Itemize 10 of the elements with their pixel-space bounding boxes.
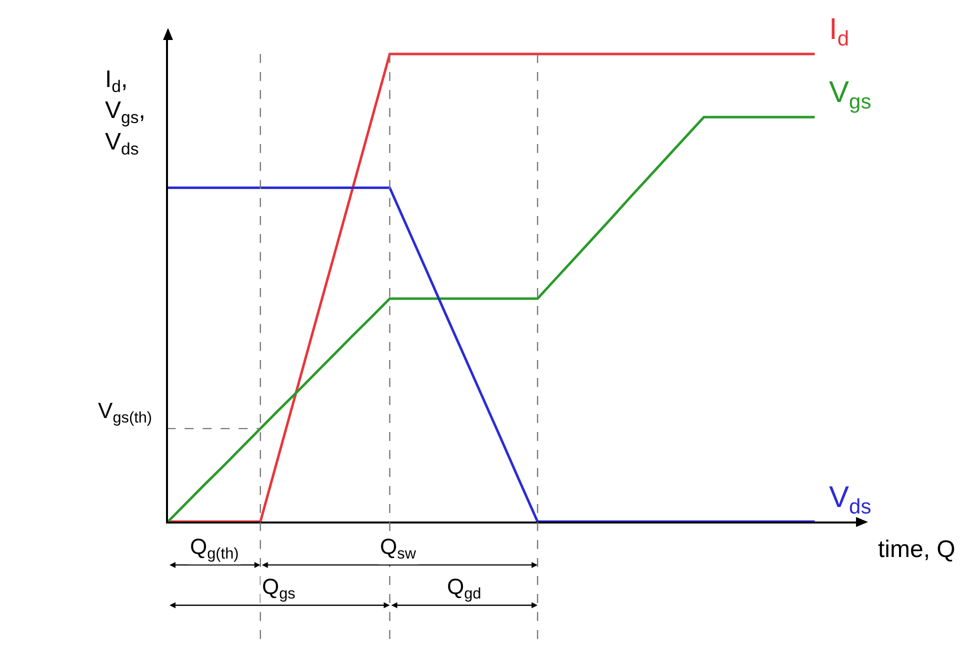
series-label: I$_{d}$: [829, 13, 850, 50]
series-label: V$_{ds}$: [829, 481, 872, 518]
x-axis-title: time, Q: [878, 536, 956, 563]
text: Q$_{g(th)}$: [190, 534, 239, 563]
text: Q$_{sw}$: [380, 534, 417, 563]
text: Q$_{gd}$: [447, 574, 482, 603]
y-axis-title: I$_{d}$, V$_{gs}$, V$_{ds}$: [105, 66, 146, 158]
series-label: V$_{gs}$: [829, 76, 872, 114]
text: V$_{gs(th)}$: [98, 398, 152, 427]
text: Q$_{gs}$: [262, 574, 296, 603]
